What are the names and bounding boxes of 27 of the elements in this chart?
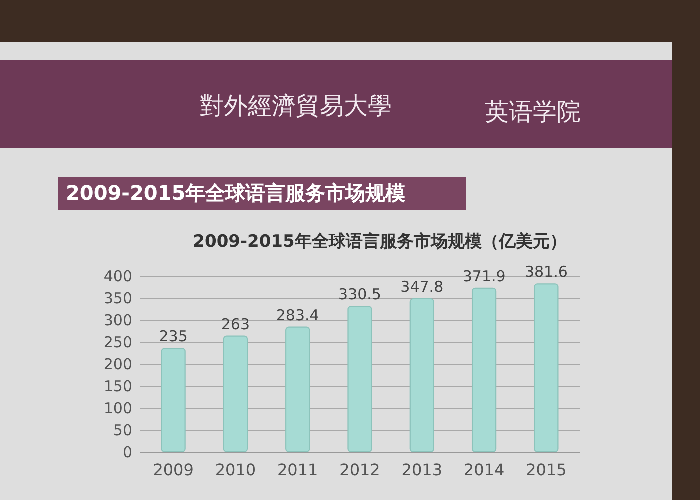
y-tick-label: 0	[122, 444, 132, 462]
x-tick-label: 2009	[153, 460, 194, 480]
data-label: 381.6	[524, 263, 568, 282]
y-tick-label: 400	[104, 268, 132, 286]
y-tick-label: 250	[104, 334, 132, 352]
y-tick-label: 150	[104, 378, 132, 396]
text: 英语学院	[485, 97, 581, 128]
x-tick-label: 2014	[464, 460, 505, 480]
x-tick-label: 2015	[526, 460, 567, 480]
chart-subtitle: 2009-2015年全球语言服务市场规模（亿美元）	[193, 232, 567, 252]
data-label: 347.8	[400, 278, 444, 296]
x-tick-label: 2011	[277, 460, 318, 480]
x-tick-label: 2012	[340, 460, 380, 480]
chart-title: 2009-2015年全球语言服务市场规模	[58, 177, 466, 210]
y-tick-label: 100	[104, 400, 132, 418]
data-label: 371.9	[462, 267, 506, 286]
y-tick-label: 200	[104, 356, 132, 374]
x-tick-label: 2013	[402, 460, 443, 480]
x-tick-label: 2010	[215, 460, 256, 480]
data-label: 235	[159, 328, 188, 346]
data-label: 330.5	[338, 286, 382, 304]
y-tick-label: 350	[104, 290, 132, 308]
data-label: 263	[221, 315, 250, 334]
y-tick-label: 300	[104, 312, 132, 330]
data-label: 283.4	[276, 306, 320, 324]
text: 對外經濟貿易大學	[200, 91, 392, 122]
y-tick-label: 50	[113, 422, 132, 440]
